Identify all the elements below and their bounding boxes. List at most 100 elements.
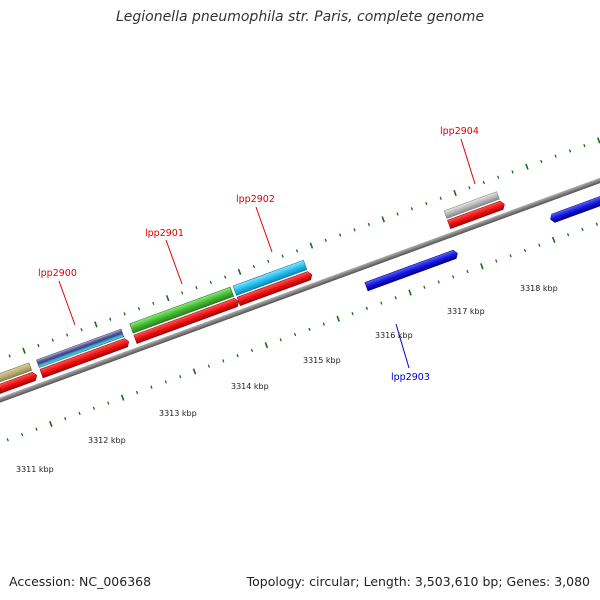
minor-tick (35, 427, 38, 431)
gene-label-lpp2902[interactable]: lpp2902 (236, 194, 275, 205)
minor-tick (468, 186, 471, 190)
minor-tick (396, 212, 399, 216)
minor-tick (37, 343, 40, 348)
feature-lpp2900-track[interactable] (36, 328, 125, 368)
minor-tick (367, 222, 370, 227)
minor-tick (583, 144, 586, 148)
minor-tick (293, 332, 297, 337)
minor-tick (236, 354, 239, 358)
minor-tick (137, 307, 141, 311)
minor-tick (482, 180, 485, 185)
major-tick (94, 321, 98, 328)
gene-label-lpp2904[interactable]: lpp2904 (440, 126, 479, 137)
minor-tick (279, 338, 282, 342)
genome-backbone (0, 163, 600, 417)
scale-label: 3315 kbp (303, 356, 341, 365)
scale-label: 3318 kbp (520, 284, 558, 293)
minor-tick (80, 328, 83, 332)
gene-label-lpp2901[interactable]: lpp2901 (145, 228, 184, 239)
cds-lpp2904[interactable] (447, 200, 505, 230)
leader-line-lpp2903 (395, 323, 410, 369)
minor-tick (195, 286, 198, 290)
minor-tick (394, 296, 397, 300)
minor-tick (179, 375, 182, 379)
minor-tick (540, 159, 543, 164)
major-tick (120, 394, 125, 401)
minor-tick (250, 348, 254, 353)
scale-label: 3314 kbp (231, 382, 269, 391)
minor-tick (295, 249, 299, 253)
cds-lpp2902[interactable] (236, 270, 313, 307)
scale-label: 3317 kbp (447, 307, 485, 316)
feature-lpp2901-track[interactable] (129, 286, 234, 334)
minor-tick (554, 154, 557, 158)
minor-tick (511, 170, 514, 174)
major-tick (264, 342, 269, 349)
major-tick (165, 295, 170, 302)
leader-line-lpp2902 (255, 206, 273, 253)
minor-tick (109, 317, 112, 321)
major-tick (596, 137, 600, 144)
major-tick (237, 268, 242, 275)
gene-label-lpp2903[interactable]: lpp2903 (391, 372, 430, 383)
minor-tick (581, 227, 584, 232)
major-tick (480, 263, 484, 270)
minor-tick (322, 322, 325, 326)
minor-tick (380, 301, 383, 305)
minor-tick (509, 254, 512, 258)
minor-tick (51, 338, 54, 342)
scale-label: 3313 kbp (159, 409, 197, 418)
outer-tick-marks (8, 137, 600, 358)
minor-tick (566, 233, 570, 237)
major-tick (525, 163, 529, 170)
minor-tick (466, 269, 469, 274)
minor-tick (568, 149, 572, 153)
major-tick (408, 289, 412, 296)
cds-lpp2903[interactable] (364, 249, 459, 292)
topology-text: Topology: circular; Length: 3,503,610 bp… (246, 574, 590, 589)
minor-tick (222, 359, 225, 363)
minor-tick (209, 280, 212, 285)
cds-reverse-right[interactable] (549, 193, 600, 223)
minor-tick (135, 390, 139, 395)
major-tick (49, 420, 53, 428)
minor-tick (452, 275, 455, 279)
gene-labels: lpp2900 lpp2901 lpp2902 lpp2903 lpp2904 (38, 126, 479, 383)
minor-tick (538, 243, 541, 247)
major-tick (381, 216, 386, 223)
minor-tick (410, 207, 414, 211)
minor-tick (66, 333, 69, 337)
minor-tick (207, 364, 211, 368)
feature-khaki[interactable] (0, 362, 33, 397)
minor-tick (523, 248, 527, 253)
minor-tick (6, 438, 9, 442)
leader-line-lpp2904 (460, 138, 476, 185)
minor-tick (423, 285, 426, 289)
feature-lpp2902-track[interactable] (232, 259, 308, 296)
gene-label-lpp2900[interactable]: lpp2900 (38, 268, 77, 279)
minor-tick (281, 254, 284, 258)
scale-label: 3316 kbp (375, 331, 413, 340)
scale-labels: 3311 kbp 3312 kbp 3313 kbp 3314 kbp 3315… (16, 284, 558, 474)
minor-tick (595, 222, 598, 226)
minor-tick (164, 380, 167, 384)
minor-tick (497, 175, 500, 179)
minor-tick (20, 432, 24, 437)
minor-tick (324, 238, 327, 242)
cds-left-small[interactable] (0, 371, 38, 394)
minor-tick (437, 280, 440, 284)
minor-tick (64, 417, 67, 421)
major-tick (336, 315, 340, 322)
minor-tick (224, 275, 227, 279)
cds-lpp2900[interactable] (39, 337, 130, 379)
minor-tick (252, 264, 256, 269)
leader-line-lpp2901 (165, 239, 183, 285)
map-title: Legionella pneumophila str. Paris, compl… (115, 9, 485, 25)
major-tick (551, 236, 556, 244)
feature-lpp2904-track[interactable] (443, 191, 500, 219)
minor-tick (267, 259, 270, 263)
inner-tick-marks (6, 222, 598, 442)
cds-lpp2901[interactable] (133, 297, 240, 344)
major-tick (192, 368, 197, 375)
